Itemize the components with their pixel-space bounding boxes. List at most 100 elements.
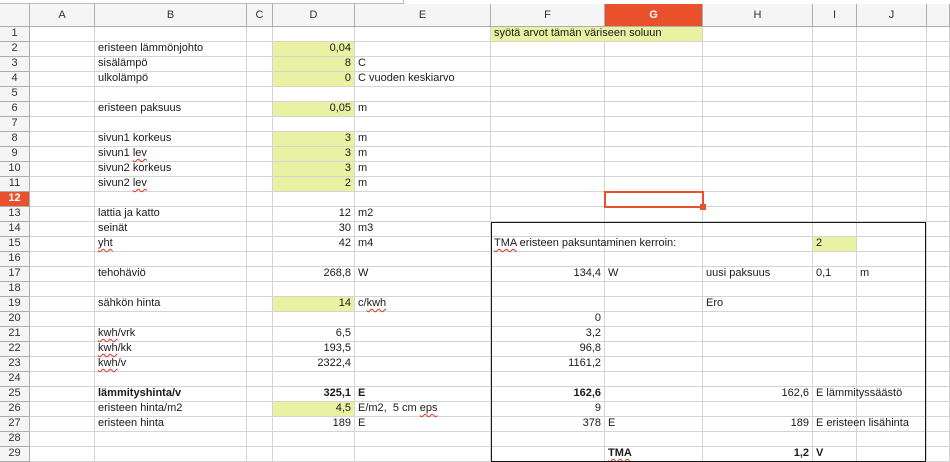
cell-J26[interactable] <box>857 402 927 417</box>
cell-E7[interactable] <box>355 117 491 132</box>
cell-D17[interactable]: 268,8 <box>273 267 355 282</box>
cell-A13[interactable] <box>30 207 95 222</box>
cell-E9[interactable]: m <box>355 147 491 162</box>
cell-D1[interactable] <box>273 27 355 42</box>
row-header-18[interactable]: 18 <box>0 282 30 297</box>
cell-J10[interactable] <box>857 162 927 177</box>
cell-I16[interactable] <box>813 252 857 267</box>
cell-B22[interactable]: kwh/kk <box>95 342 247 357</box>
cell-E13[interactable]: m2 <box>355 207 491 222</box>
cell-H5[interactable] <box>703 87 813 102</box>
cell-F16[interactable] <box>491 252 605 267</box>
cell-C1[interactable] <box>247 27 273 42</box>
cell-H12[interactable] <box>703 192 813 207</box>
cell-B1[interactable] <box>95 27 247 42</box>
cell-E21[interactable] <box>355 327 491 342</box>
cell-A22[interactable] <box>30 342 95 357</box>
cell-B19[interactable]: sähkön hinta <box>95 297 247 312</box>
column-header-G[interactable]: G <box>605 4 703 27</box>
cell-A5[interactable] <box>30 87 95 102</box>
cell-E14[interactable]: m3 <box>355 222 491 237</box>
cell-K5[interactable] <box>927 87 950 102</box>
cell-H10[interactable] <box>703 162 813 177</box>
cell-J20[interactable] <box>857 312 927 327</box>
cell-E8[interactable]: m <box>355 132 491 147</box>
cell-C25[interactable] <box>247 387 273 402</box>
cell-H14[interactable] <box>703 222 813 237</box>
cell-K3[interactable] <box>927 57 950 72</box>
cell-D5[interactable] <box>273 87 355 102</box>
cell-C4[interactable] <box>247 72 273 87</box>
cell-I19[interactable] <box>813 297 857 312</box>
cell-A26[interactable] <box>30 402 95 417</box>
cell-G4[interactable] <box>605 72 703 87</box>
row-header-10[interactable]: 10 <box>0 162 30 177</box>
cell-E3[interactable]: C <box>355 57 491 72</box>
cell-E5[interactable] <box>355 87 491 102</box>
cell-A2[interactable] <box>30 42 95 57</box>
cell-J8[interactable] <box>857 132 927 147</box>
cell-F28[interactable] <box>491 432 605 447</box>
cell-G5[interactable] <box>605 87 703 102</box>
cell-B27[interactable]: eristeen hinta <box>95 417 247 432</box>
cell-C28[interactable] <box>247 432 273 447</box>
cell-D14[interactable]: 30 <box>273 222 355 237</box>
cell-F24[interactable] <box>491 372 605 387</box>
cell-E6[interactable]: m <box>355 102 491 117</box>
cell-C8[interactable] <box>247 132 273 147</box>
cell-B15[interactable]: yht <box>95 237 247 252</box>
row-header-1[interactable]: 1 <box>0 27 30 42</box>
cell-J18[interactable] <box>857 282 927 297</box>
row-header-6[interactable]: 6 <box>0 102 30 117</box>
cell-C26[interactable] <box>247 402 273 417</box>
cell-D27[interactable]: 189 <box>273 417 355 432</box>
cell-K18[interactable] <box>927 282 950 297</box>
cell-A19[interactable] <box>30 297 95 312</box>
cell-A25[interactable] <box>30 387 95 402</box>
cell-K2[interactable] <box>927 42 950 57</box>
cell-I8[interactable] <box>813 132 857 147</box>
cell-H21[interactable] <box>703 327 813 342</box>
cell-D29[interactable] <box>273 447 355 462</box>
cell-D28[interactable] <box>273 432 355 447</box>
cell-F27[interactable]: 378 <box>491 417 605 432</box>
cell-E29[interactable] <box>355 447 491 462</box>
cell-B29[interactable] <box>95 447 247 462</box>
cell-B26[interactable]: eristeen hinta/m2 <box>95 402 247 417</box>
cell-D11[interactable]: 2 <box>273 177 355 192</box>
cell-F14[interactable] <box>491 222 605 237</box>
cell-D13[interactable]: 12 <box>273 207 355 222</box>
cell-H16[interactable] <box>703 252 813 267</box>
cell-E17[interactable]: W <box>355 267 491 282</box>
cell-F17[interactable]: 134,4 <box>491 267 605 282</box>
select-all-corner[interactable] <box>0 4 30 27</box>
cell-C13[interactable] <box>247 207 273 222</box>
cell-D16[interactable] <box>273 252 355 267</box>
cell-H27[interactable]: 189 <box>703 417 813 432</box>
cell-D25[interactable]: 325,1 <box>273 387 355 402</box>
cell-A1[interactable] <box>30 27 95 42</box>
column-header-I[interactable]: I <box>813 4 857 27</box>
cell-D18[interactable] <box>273 282 355 297</box>
cell-G3[interactable] <box>605 57 703 72</box>
cell-K10[interactable] <box>927 162 950 177</box>
cell-B17[interactable]: tehohäviö <box>95 267 247 282</box>
cell-C17[interactable] <box>247 267 273 282</box>
column-header-D[interactable]: D <box>273 4 355 27</box>
cell-A16[interactable] <box>30 252 95 267</box>
cell-C9[interactable] <box>247 147 273 162</box>
row-header-28[interactable]: 28 <box>0 432 30 447</box>
cell-B10[interactable]: sivun2 korkeus <box>95 162 247 177</box>
cell-K19[interactable] <box>927 297 950 312</box>
cell-I25[interactable]: E lämmityssäästö <box>813 387 902 402</box>
column-header-partial[interactable] <box>927 4 950 27</box>
cell-C6[interactable] <box>247 102 273 117</box>
row-header-4[interactable]: 4 <box>0 72 30 87</box>
cell-B4[interactable]: ulkolämpö <box>95 72 247 87</box>
cell-G27[interactable]: E <box>605 417 703 432</box>
cell-C16[interactable] <box>247 252 273 267</box>
cell-H25[interactable]: 162,6 <box>703 387 813 402</box>
cell-A29[interactable] <box>30 447 95 462</box>
cell-B7[interactable] <box>95 117 247 132</box>
cell-I5[interactable] <box>813 87 857 102</box>
